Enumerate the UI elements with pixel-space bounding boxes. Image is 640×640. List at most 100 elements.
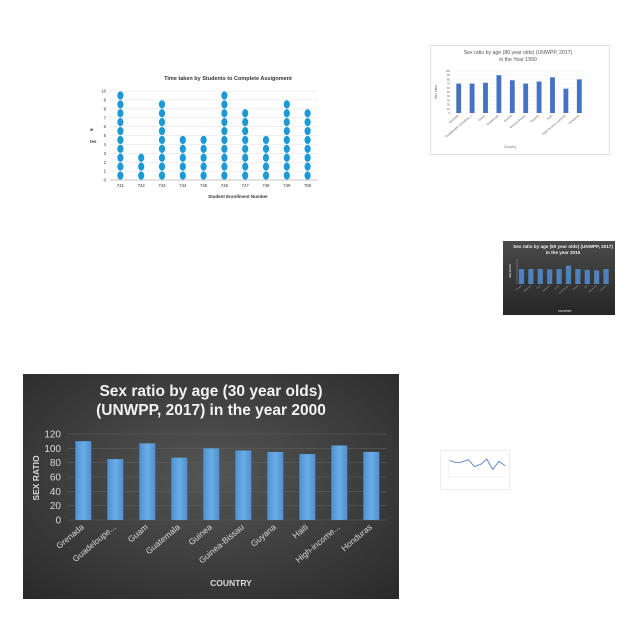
line-chart-mini — [440, 450, 510, 490]
mini-chart-point — [480, 464, 481, 465]
dot-point — [179, 135, 186, 145]
chart-1990-y-tick-label: 60 — [447, 86, 451, 90]
dot-point — [221, 126, 228, 136]
chart-1990-y-tick-label: 20 — [447, 103, 451, 107]
chart-1990-bar — [483, 82, 488, 113]
dot-point — [179, 162, 186, 171]
dot-point — [117, 118, 124, 127]
dot-point — [304, 109, 311, 118]
dot-point — [262, 153, 270, 162]
chart-1990-y-tick-label: 100 — [445, 69, 450, 73]
dot-y-tick-label: 8 — [104, 106, 107, 111]
dot-point — [200, 144, 207, 153]
mini-chart-point — [486, 458, 488, 460]
chart-2015-x-tick-label: High-income — [589, 285, 598, 293]
dot-point — [283, 100, 290, 109]
mini-chart-series-line — [449, 458, 506, 471]
dot-point — [117, 162, 124, 171]
dot-x-tick-label: 741 — [117, 183, 125, 188]
dot-point — [158, 144, 166, 153]
dot-point — [242, 126, 249, 136]
dot-x-tick-label: 746 — [221, 183, 229, 188]
dot-y-tick-label: 6 — [104, 124, 107, 129]
dot-point — [304, 162, 311, 171]
dot-y-tick-label: 3 — [104, 151, 107, 156]
chart-2000-bar — [267, 451, 284, 520]
chart-2015-bar — [518, 269, 525, 284]
chart-2000-bar — [139, 443, 156, 520]
chart-1990-y-tick-label: 10 — [447, 107, 451, 111]
chart-1990-bar — [576, 79, 582, 113]
chart-2000-bar — [363, 451, 380, 520]
dot-point — [242, 144, 249, 153]
dot-point — [242, 162, 249, 171]
dot-point — [179, 144, 186, 153]
mini-chart-point — [467, 459, 469, 460]
chart-2000-y-tick-label: 20 — [50, 501, 62, 512]
dot-point — [117, 126, 124, 136]
dot-y-tick-label: 4 — [104, 142, 107, 147]
bar-chart-1990: Sex ratio by age (80 year olds) (UNWPP, … — [430, 45, 610, 155]
chart-2000-y-tick-label: 120 — [44, 430, 61, 441]
dot-point — [262, 171, 270, 180]
chart-1990-title-line-2: in the Year 1990 — [499, 57, 537, 63]
dot-point — [283, 162, 290, 171]
dot-x-tick-label: 744 — [179, 183, 187, 188]
dot-point — [242, 171, 249, 180]
chart-2000-bar — [107, 459, 124, 520]
chart-1990-bar — [509, 80, 515, 113]
mini-chart-frame — [440, 450, 510, 490]
dot-point — [262, 162, 270, 171]
chart-2015-bar — [537, 269, 543, 284]
chart-1990-y-tick-label: 80 — [447, 77, 451, 81]
dot-point — [221, 144, 228, 153]
chart-1990-bar — [536, 81, 542, 113]
dot-point — [304, 171, 311, 180]
dot-point — [221, 91, 228, 100]
dot-plot-xlabel: Student Enrollment Number — [208, 194, 268, 199]
dot-point — [221, 109, 228, 118]
chart-1990-y-tick-label: 50 — [447, 90, 451, 94]
chart-1990-x-tick-label: Guinea — [503, 113, 513, 122]
chart-1990-title-line-1: Sex ratio by age (80 year olds) (UNWPP, … — [464, 50, 573, 56]
chart-2015-x-tick-label: Guam — [536, 285, 541, 290]
chart-2015-xlabel: COUNTRY — [558, 309, 572, 313]
dot-point — [242, 109, 249, 118]
dot-point — [304, 135, 311, 145]
dot-x-tick-label: 747 — [242, 183, 250, 188]
dot-point — [117, 109, 124, 118]
dot-y-tick-label: 9 — [104, 98, 107, 103]
chart-1990-x-tick-label: Guyana — [529, 113, 540, 123]
dot-point — [200, 153, 207, 162]
dot-x-tick-label: 743 — [158, 183, 166, 188]
chart-2015-bar — [575, 269, 581, 284]
dot-point — [200, 171, 207, 180]
chart-2000-bar — [75, 441, 92, 520]
svg-text:Time: Time — [90, 127, 94, 132]
dot-y-tick-label: 0 — [104, 178, 107, 183]
dot-point — [304, 144, 311, 153]
dot-point — [221, 162, 228, 171]
chart-2000-y-tick-label: 40 — [50, 487, 62, 498]
dot-point — [138, 153, 145, 162]
chart-1990-x-tick-label: Honduras — [567, 113, 580, 125]
dot-point — [242, 153, 249, 162]
chart-2015-x-tick-label: Guinea — [554, 285, 560, 290]
dot-point — [158, 153, 166, 162]
chart-1990-bar — [523, 83, 529, 113]
chart-2015-bar — [547, 269, 553, 284]
dot-point — [242, 135, 249, 145]
dot-y-tick-label: 10 — [101, 89, 106, 94]
chart-2015-bar — [594, 270, 600, 284]
chart-2000-bar — [171, 457, 188, 520]
chart-2000-y-tick-label: 80 — [50, 458, 62, 469]
chart-2015-x-tick-label: Haiti — [583, 284, 588, 289]
dot-point — [283, 153, 290, 162]
chart-2000-ylabel: SEX RATIO — [31, 455, 41, 501]
dot-point — [158, 118, 166, 127]
bar-chart-2015: Sex ratio by age (60 year olds) (UNWPP, … — [503, 241, 615, 315]
dot-point — [158, 100, 166, 109]
dot-point — [158, 109, 166, 118]
dot-point — [283, 109, 290, 118]
chart-2015-bar — [584, 269, 590, 284]
